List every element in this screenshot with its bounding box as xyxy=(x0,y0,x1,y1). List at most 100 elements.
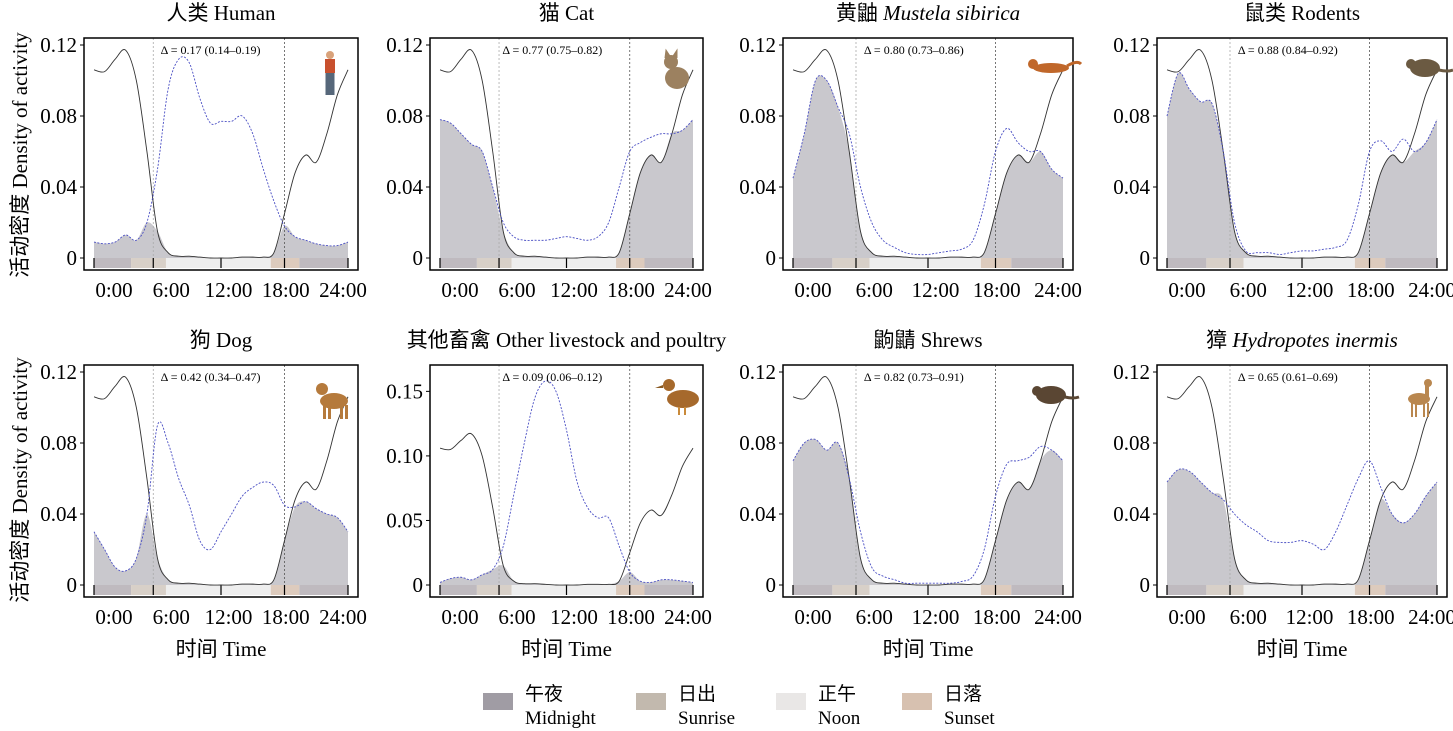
legend-label-zh: 正午 xyxy=(818,683,856,705)
overlap-area xyxy=(1167,468,1437,586)
plot-frame xyxy=(83,364,359,598)
y-tick-label: 0.04 xyxy=(40,502,77,526)
x-tick-label: 6:00 xyxy=(498,278,535,302)
legend-label-en: Midnight xyxy=(525,708,596,729)
x-tick-label: 6:00 xyxy=(498,605,535,629)
overlap-area xyxy=(1167,72,1437,259)
species-density-line xyxy=(1166,460,1438,551)
overlap-coefficient: Δ = 0.77 (0.75–0.82) xyxy=(502,43,602,57)
rodent-icon xyxy=(1406,59,1453,77)
y-tick-label: 0.04 xyxy=(1113,502,1150,526)
reference-density-line xyxy=(439,432,694,586)
weasel-icon xyxy=(1028,59,1083,73)
head xyxy=(316,383,328,395)
period-bar-midnight xyxy=(644,258,693,268)
body xyxy=(665,67,689,89)
head xyxy=(326,51,334,59)
body xyxy=(667,390,699,408)
overlap-coefficient: Δ = 0.88 (0.84–0.92) xyxy=(1238,43,1338,57)
y-tick-label: 0.10 xyxy=(386,444,423,468)
y-tick-label: 0 xyxy=(1140,246,1151,270)
x-tick-label: 24:00 xyxy=(319,605,367,629)
x-tick-label: 0:00 xyxy=(1168,278,1205,302)
x-tick-label: 6:00 xyxy=(856,278,893,302)
legend-item-sunset: 日落 Sunset xyxy=(902,683,995,729)
overlap-coefficient: Δ = 0.80 (0.73–0.86) xyxy=(864,43,964,57)
legend-label-en: Sunrise xyxy=(678,708,735,729)
panel-human: 人类 Human 0 0.04 0.08 0.12 0:00 6:00 12:00 18:00 2… xyxy=(40,1,367,302)
y-tick-label: 0.08 xyxy=(40,431,77,455)
body xyxy=(1036,386,1066,404)
y-tick-label: 0.08 xyxy=(1113,104,1150,128)
period-bar-midnight xyxy=(644,585,693,595)
y-tick-label: 0 xyxy=(413,246,424,270)
legend-item-noon: 正午 Noon xyxy=(776,683,861,729)
period-bar-midnight xyxy=(793,585,833,595)
y-tick-label: 0.12 xyxy=(739,33,776,57)
period-bar-midnight xyxy=(440,258,477,268)
tail xyxy=(1064,395,1080,400)
period-bar-midnight xyxy=(299,585,348,595)
bill xyxy=(655,385,663,388)
x-tick-label: 18:00 xyxy=(973,605,1021,629)
head xyxy=(1406,59,1416,69)
ears xyxy=(664,48,678,59)
y-axis-label: 活动密度 Density of activity xyxy=(8,32,32,278)
species-density-line xyxy=(93,56,349,247)
y-tick-label: 0.05 xyxy=(386,508,423,532)
body xyxy=(1410,59,1440,77)
leg xyxy=(1427,403,1429,417)
head xyxy=(664,55,678,69)
cat-icon xyxy=(664,48,689,89)
y-tick-label: 0.08 xyxy=(386,104,423,128)
title-en: Human xyxy=(214,1,276,25)
leg xyxy=(345,405,348,419)
period-bar-midnight xyxy=(94,585,132,595)
shirt xyxy=(325,59,335,73)
title-zh: 人类 xyxy=(166,1,208,25)
x-axis-label: 时间 Time xyxy=(883,637,974,661)
plot-frame xyxy=(1156,37,1448,271)
panel-mustela-sibirica: 黄鼬 Mustela sibirica 0 0.04 0.08 0.12 0:00 6:00… xyxy=(739,1,1083,302)
overlap-coefficient: Δ = 0.65 (0.61–0.69) xyxy=(1238,370,1338,384)
shrew-icon xyxy=(1032,386,1080,404)
legend-swatch xyxy=(776,693,806,710)
period-bar-midnight xyxy=(1011,585,1063,595)
reference-density-line xyxy=(93,49,349,259)
period-bar-sunrise xyxy=(1206,585,1244,595)
period-bar-midnight xyxy=(1385,585,1437,595)
period-bar-noon xyxy=(511,585,617,595)
x-tick-label: 24:00 xyxy=(1408,605,1453,629)
panel-cat: 猫 Cat 0 0.04 0.08 0.12 0:00 6:00 12:00 18:00 24:0… xyxy=(386,1,712,302)
x-tick-label: 12:00 xyxy=(550,605,598,629)
panel-title: 猫 Cat xyxy=(539,1,595,25)
panel-title: 黄鼬 Mustela sibirica xyxy=(836,1,1020,25)
leg xyxy=(1423,403,1425,417)
x-axis-label: 时间 Time xyxy=(176,637,267,661)
period-bar-sunrise xyxy=(131,585,166,595)
species-density-line xyxy=(1166,72,1438,255)
period-bar-midnight xyxy=(793,258,833,268)
title-zh: 黄鼬 xyxy=(836,1,878,25)
reference-density-line xyxy=(439,49,694,259)
period-bar-noon xyxy=(165,258,271,268)
y-tick-label: 0 xyxy=(67,246,78,270)
x-tick-label: 24:00 xyxy=(319,278,367,302)
y-tick-label: 0.15 xyxy=(386,379,423,403)
y-tick-label: 0 xyxy=(766,246,777,270)
plot-frame xyxy=(429,364,704,598)
species-density-line xyxy=(792,438,1064,584)
title-zh: 鼠类 xyxy=(1244,1,1286,25)
period-bar-midnight xyxy=(1385,258,1437,268)
period-bar-noon xyxy=(869,258,981,268)
y-tick-label: 0 xyxy=(67,573,78,597)
title-en: Dog xyxy=(216,328,253,352)
head xyxy=(1028,59,1038,69)
y-tick-label: 0.04 xyxy=(739,502,776,526)
title-zh: 獐 xyxy=(1206,328,1227,352)
period-bar-noon xyxy=(165,585,271,595)
head xyxy=(1032,386,1042,396)
panel-title: 鼠类 Rodents xyxy=(1244,1,1360,25)
title-en: Shrews xyxy=(921,328,983,352)
title-en: Mustela sibirica xyxy=(882,1,1020,25)
